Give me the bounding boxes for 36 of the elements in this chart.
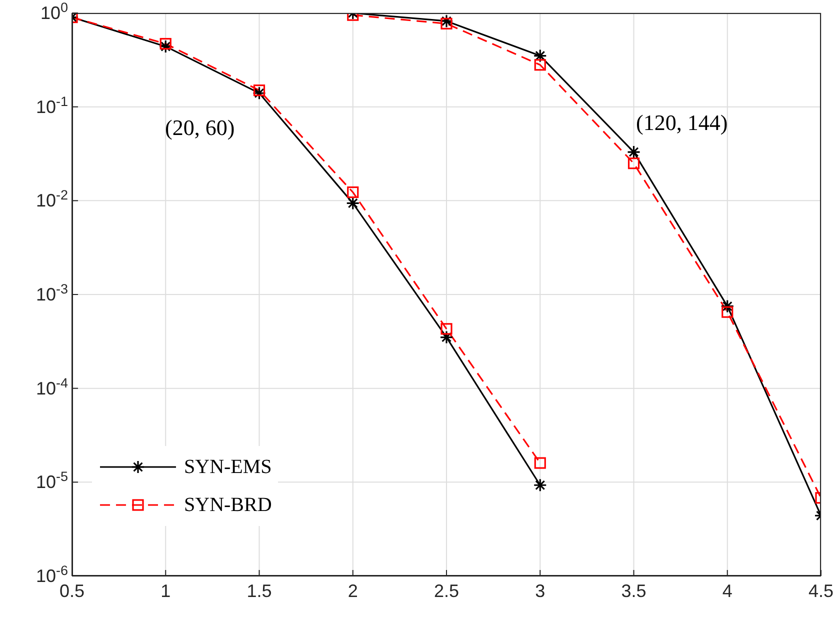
- annotation: (20, 60): [165, 115, 235, 141]
- y-tick-label: 10$^{-4}$: [36, 374, 68, 398]
- point: [252, 86, 266, 100]
- point: [346, 196, 360, 210]
- point: [253, 84, 266, 96]
- x-tick-label: 3: [535, 580, 546, 601]
- x-tick-label: 3.5: [621, 580, 646, 601]
- point: [720, 299, 734, 314]
- point: [722, 306, 734, 318]
- legend-label: SYN-EMS: [184, 456, 272, 478]
- x-tick-label: 2: [348, 580, 358, 601]
- point: [347, 186, 359, 198]
- point: [160, 38, 172, 50]
- x-tick-label: 4.5: [808, 580, 834, 601]
- y-tick-label: 10$^{-2}$: [36, 187, 68, 211]
- point: [534, 59, 546, 71]
- x-tick-label: 1: [160, 580, 171, 601]
- point: [440, 18, 452, 30]
- point: [440, 330, 454, 344]
- y-tick-label: 10$^{-5}$: [36, 468, 68, 492]
- point: [626, 145, 641, 159]
- point: [628, 158, 640, 170]
- point: [440, 323, 452, 335]
- point: [534, 457, 546, 469]
- point: [440, 14, 454, 28]
- y-tick-label: 10$^{-1}$: [36, 93, 68, 117]
- annotation: (120, 144): [636, 110, 728, 136]
- x-tick-label: 4: [722, 580, 732, 601]
- x-tick-label: 2.5: [434, 580, 460, 601]
- point: [158, 40, 172, 54]
- x-tick-label: 1.5: [246, 580, 272, 601]
- point: [533, 48, 547, 63]
- legend-label: SYN-BRD: [184, 494, 272, 516]
- y-tick-label: 10$^{-3}$: [36, 281, 68, 304]
- y-tick-label: 10$^{0}$: [40, 0, 68, 23]
- point: [533, 478, 547, 492]
